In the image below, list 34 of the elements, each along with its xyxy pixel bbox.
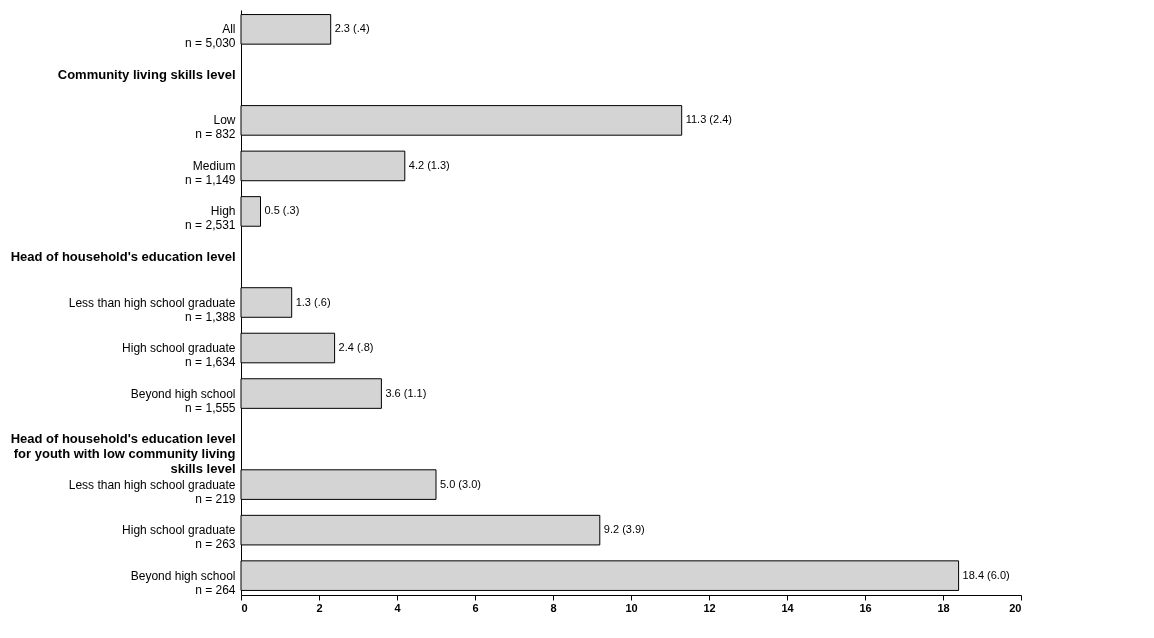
data-label: 3.6 (1.1) xyxy=(385,386,427,399)
x-tick-label: 12 xyxy=(703,601,716,614)
x-tick-label: 20 xyxy=(1009,601,1022,614)
y-tick-label: Less than high school graduate n = 1,388 xyxy=(68,295,236,324)
x-tick-label: 18 xyxy=(937,601,950,614)
x-tick-label: 0 xyxy=(241,601,248,614)
x-tick-label: 2 xyxy=(316,601,323,614)
data-label: 18.4 (6.0) xyxy=(962,568,1010,581)
y-tick-label: Head of household's education level for youth with low community living skills level xyxy=(10,431,236,477)
data-label: 2.3 (.4) xyxy=(334,22,370,35)
data-label: 0.5 (.3) xyxy=(264,204,300,217)
x-tick-label: 6 xyxy=(472,601,479,614)
data-label: 1.3 (.6) xyxy=(295,295,331,308)
x-tick-label: 14 xyxy=(781,601,795,614)
data-label: 9.2 (3.9) xyxy=(603,523,645,536)
data-label: 4.2 (1.3) xyxy=(408,158,450,171)
x-tick-label: 16 xyxy=(859,601,872,614)
y-tick-label: High n = 2,531 xyxy=(185,204,236,233)
y-tick-label: High school graduate n = 1,634 xyxy=(122,341,236,370)
y-tick-label: High school graduate n = 263 xyxy=(122,523,236,552)
y-tick-label: Head of household's education level xyxy=(10,248,236,264)
y-tick-label: Beyond high school n = 1,555 xyxy=(130,386,236,415)
x-tick-label: 8 xyxy=(550,601,557,614)
y-tick-label: Medium n = 1,149 xyxy=(185,158,236,187)
x-tick-label: 4 xyxy=(394,601,402,614)
y-tick-label: All n = 5,030 xyxy=(185,22,236,51)
data-label: 2.4 (.8) xyxy=(338,341,374,354)
y-tick-label: Less than high school graduate n = 219 xyxy=(68,477,236,506)
data-label: 5.0 (3.0) xyxy=(440,477,481,490)
y-tick-label: Community living skills level xyxy=(57,66,236,82)
y-tick-label: Beyond high school n = 264 xyxy=(130,568,236,597)
y-tick-label: Low n = 832 xyxy=(195,113,236,142)
data-label: 11.3 (2.4) xyxy=(685,113,732,126)
x-tick-label: 10 xyxy=(625,601,638,614)
